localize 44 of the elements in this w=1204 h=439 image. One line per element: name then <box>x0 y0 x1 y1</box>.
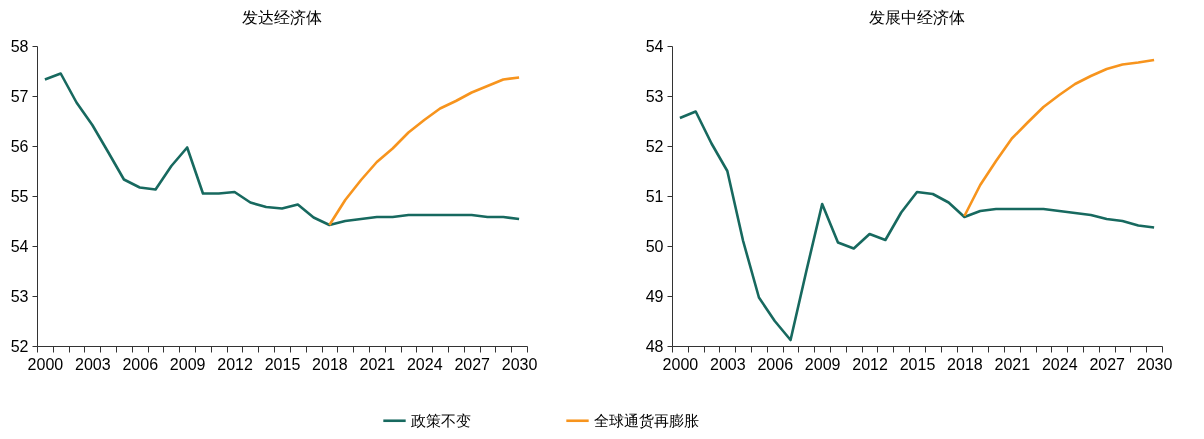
x-tick-label: 2021 <box>994 355 1031 373</box>
x-tick-label: 2030 <box>1136 355 1173 373</box>
x-tick-label: 2012 <box>217 355 253 373</box>
x-tick-label: 2012 <box>852 355 888 373</box>
x-tick-label: 2030 <box>501 355 538 373</box>
y-tick-label: 53 <box>10 287 29 305</box>
line-series <box>963 58 1156 218</box>
line-series <box>678 110 1156 342</box>
y-tick-label: 50 <box>645 237 664 255</box>
chart-title: 发展中经济体 <box>869 9 965 26</box>
x-tick-label: 2015 <box>264 355 301 373</box>
x-tick-label: 2000 <box>27 355 64 373</box>
x-tick-label: 2003 <box>710 355 746 373</box>
x-tick-label: 2009 <box>804 355 841 373</box>
y-tick-label: 57 <box>10 87 29 105</box>
x-tick-label: 2006 <box>122 355 159 373</box>
x-tick-label: 2018 <box>947 355 983 373</box>
chart-title: 发达经济体 <box>242 9 322 26</box>
y-tick-label: 51 <box>645 187 664 205</box>
y-tick-label: 54 <box>645 37 664 55</box>
x-tick-label: 2024 <box>1041 355 1078 373</box>
x-tick-label: 2006 <box>757 355 794 373</box>
x-tick-label: 2015 <box>899 355 936 373</box>
legend-label: 政策不变 <box>411 411 471 429</box>
line-series <box>328 76 521 227</box>
y-tick-label: 58 <box>10 37 29 55</box>
x-tick-label: 2021 <box>359 355 396 373</box>
legend-label: 全球通货再膨胀 <box>594 411 699 429</box>
x-tick-label: 2024 <box>406 355 443 373</box>
y-tick-label: 54 <box>10 237 29 255</box>
x-tick-label: 2027 <box>1089 355 1126 373</box>
x-tick-label: 2009 <box>169 355 206 373</box>
x-tick-label: 2027 <box>454 355 491 373</box>
y-tick-label: 56 <box>10 137 29 155</box>
x-tick-label: 2018 <box>312 355 348 373</box>
y-tick-label: 55 <box>10 187 29 205</box>
y-tick-label: 53 <box>645 87 664 105</box>
y-tick-label: 49 <box>645 287 664 305</box>
y-tick-label: 48 <box>645 337 664 355</box>
x-tick-label: 2000 <box>662 355 699 373</box>
line-series <box>43 72 521 227</box>
y-tick-label: 52 <box>645 137 664 155</box>
x-tick-label: 2003 <box>75 355 111 373</box>
y-tick-label: 52 <box>10 337 29 355</box>
